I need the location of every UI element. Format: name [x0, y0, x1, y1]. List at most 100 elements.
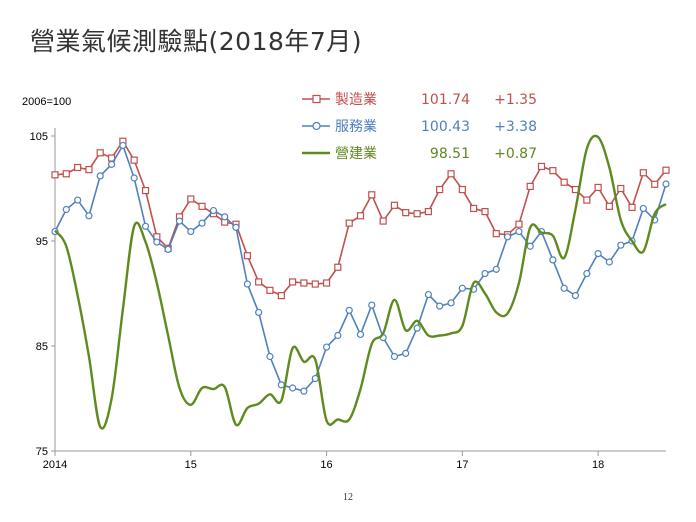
legend-change-0: +1.35	[494, 92, 537, 108]
data-point	[560, 178, 568, 186]
data-point	[458, 284, 466, 292]
data-point	[141, 187, 150, 195]
series-line-1	[54, 143, 667, 393]
data-point	[605, 258, 613, 266]
data-point	[255, 308, 263, 316]
data-point	[368, 191, 376, 199]
data-point	[639, 169, 647, 177]
data-point	[289, 278, 297, 286]
data-point	[583, 269, 591, 278]
data-point	[345, 306, 353, 314]
legend-name-0: 製造業	[335, 92, 377, 108]
data-point	[209, 206, 218, 215]
data-point	[594, 250, 602, 258]
data-point	[266, 286, 274, 294]
data-point	[662, 180, 670, 188]
data-point	[617, 184, 625, 193]
data-point	[187, 227, 195, 236]
data-point	[345, 219, 353, 227]
data-point	[379, 217, 387, 225]
data-point	[300, 387, 308, 395]
data-point	[255, 278, 263, 286]
data-point	[51, 171, 59, 179]
data-point	[402, 349, 410, 357]
data-point	[85, 166, 93, 174]
data-point	[356, 212, 365, 220]
data-point	[549, 256, 557, 264]
data-point	[322, 279, 331, 287]
page-title: 營業氣候測驗點(2018年7月)	[30, 27, 363, 56]
data-point	[605, 202, 613, 210]
data-point	[424, 208, 432, 216]
data-point	[108, 160, 116, 168]
data-point	[492, 230, 500, 238]
data-point	[447, 299, 455, 307]
data-point	[141, 222, 150, 230]
data-point	[470, 204, 478, 213]
data-point	[62, 205, 70, 214]
data-point	[402, 209, 410, 217]
data-point	[651, 180, 659, 188]
data-point	[62, 170, 70, 178]
y-tick-label: 85	[36, 341, 48, 353]
x-tick-label: 16	[320, 459, 332, 471]
legend-marker-1	[312, 121, 321, 131]
data-point	[662, 166, 670, 174]
data-point	[526, 182, 534, 190]
data-point	[96, 149, 104, 157]
legend-change-1: +3.38	[494, 119, 537, 135]
data-point	[243, 252, 251, 260]
data-point	[300, 279, 308, 287]
data-point	[436, 185, 444, 194]
base-year-note: 2006=100	[22, 96, 72, 108]
y-tick-label: 105	[30, 131, 48, 143]
data-point	[243, 280, 251, 288]
data-point	[390, 201, 399, 209]
data-point	[221, 213, 229, 221]
data-point	[130, 174, 138, 182]
data-point	[277, 381, 285, 389]
legend-value-1: 100.43	[421, 119, 470, 135]
data-point	[85, 212, 93, 220]
data-point	[164, 245, 172, 253]
data-point	[311, 280, 319, 288]
data-point	[130, 156, 138, 164]
data-point	[424, 290, 432, 299]
data-point	[74, 196, 82, 204]
legend-name-2: 營建業	[335, 146, 377, 162]
data-point	[322, 343, 331, 351]
data-point	[628, 203, 636, 211]
x-tick-label: 15	[185, 459, 197, 471]
data-point	[515, 220, 523, 228]
data-point	[334, 263, 342, 271]
legend-name-1: 服務業	[335, 119, 377, 135]
data-point	[481, 269, 489, 278]
data-point	[639, 204, 647, 213]
y-tick-label: 95	[36, 236, 48, 248]
data-point	[368, 301, 376, 309]
y-tick-label: 75	[36, 446, 48, 458]
legend-marker-0	[312, 94, 321, 104]
data-point	[458, 185, 466, 194]
data-point	[526, 242, 534, 250]
data-point	[356, 330, 365, 339]
data-point	[617, 241, 625, 249]
data-point	[119, 141, 127, 150]
data-point	[503, 233, 512, 241]
page-number: 12	[343, 492, 353, 503]
data-point	[436, 302, 444, 310]
legend-value-2: 98.51	[430, 146, 470, 162]
data-point	[549, 167, 557, 175]
data-point	[594, 183, 602, 192]
data-point	[96, 172, 104, 180]
data-point	[413, 210, 421, 218]
data-point	[198, 219, 206, 227]
data-point	[198, 202, 206, 210]
data-point	[537, 162, 546, 171]
data-point	[232, 223, 240, 231]
data-point	[187, 195, 195, 203]
data-point	[277, 292, 285, 300]
data-point	[74, 163, 82, 172]
data-point	[266, 352, 274, 361]
